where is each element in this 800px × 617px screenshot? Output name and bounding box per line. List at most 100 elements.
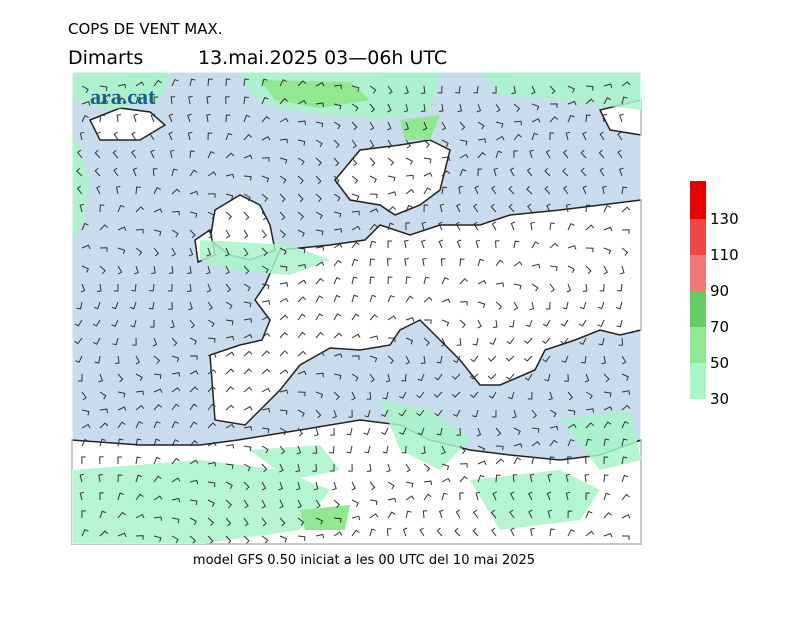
wind-barb — [455, 221, 461, 231]
wind-barb — [419, 527, 425, 537]
wind-barb — [567, 409, 576, 416]
wind-barb — [207, 171, 217, 177]
wind-barb — [153, 229, 162, 236]
wind-barb — [333, 121, 341, 130]
wind-barb — [405, 188, 415, 195]
wind-barb — [549, 242, 559, 249]
wind-barb — [297, 80, 307, 87]
wind-barb — [332, 409, 338, 419]
wind-barb — [153, 208, 163, 213]
legend-band — [690, 219, 706, 255]
wind-barb — [597, 319, 605, 328]
wind-barb — [168, 301, 173, 310]
wind-barb — [513, 457, 522, 465]
wind-barb — [416, 391, 425, 399]
wind-barb — [549, 85, 556, 95]
wind-barb — [506, 337, 515, 345]
wind-barb — [603, 532, 613, 538]
wind-barb — [167, 283, 173, 292]
wind-barb — [455, 85, 461, 94]
wind-barb — [243, 350, 253, 357]
legend-band — [690, 327, 706, 363]
wind-barb — [99, 456, 104, 465]
legend-tick-label: 70 — [710, 318, 729, 336]
wind-barb — [472, 509, 479, 519]
wind-barb — [279, 175, 287, 184]
wind-barb — [581, 355, 587, 364]
wind-barb — [564, 373, 569, 382]
wind-barb — [459, 463, 468, 468]
wind-barb — [387, 175, 396, 182]
wind-barb — [423, 204, 429, 213]
wind-barb — [152, 337, 158, 347]
wind-barb — [436, 527, 443, 537]
wind-barb — [243, 265, 250, 275]
wind-barb — [333, 517, 342, 523]
wind-barb — [76, 301, 83, 310]
wind-barb — [509, 491, 515, 501]
wind-barb — [278, 481, 284, 491]
wind-barb — [315, 229, 324, 236]
wind-barb — [603, 265, 608, 275]
wind-barb — [434, 409, 443, 417]
wind-barb — [81, 244, 91, 250]
wind-barb — [189, 479, 199, 485]
wind-barb — [513, 283, 522, 290]
wind-barb — [81, 438, 89, 447]
wind-barb — [279, 97, 288, 105]
wind-barb — [529, 473, 535, 483]
wind-barb — [351, 529, 360, 537]
wind-barb — [153, 420, 161, 429]
wind-barb — [315, 295, 324, 303]
wind-barb — [153, 475, 162, 483]
wind-barb — [621, 514, 631, 519]
wind-barb — [333, 259, 342, 267]
wind-barb — [225, 481, 233, 490]
wind-barb — [525, 319, 533, 328]
wind-barb — [315, 246, 325, 251]
wind-barb — [387, 511, 396, 519]
wind-barb — [153, 456, 161, 465]
wind-barb — [531, 283, 539, 292]
wind-barb — [279, 517, 286, 527]
wind-barb — [527, 391, 533, 400]
wind-barb — [135, 456, 142, 465]
wind-barb — [495, 427, 502, 437]
wind-barb — [135, 228, 144, 234]
wind-barb — [333, 228, 343, 233]
wind-barb — [243, 499, 249, 509]
wind-barb — [243, 133, 252, 141]
wind-barb — [621, 81, 631, 87]
wind-barb — [603, 205, 611, 213]
wind-barb — [578, 319, 587, 327]
wind-barb — [329, 445, 335, 454]
wind-barb — [297, 427, 303, 437]
wind-barb — [544, 373, 551, 382]
wind-barb — [225, 152, 235, 159]
wind-barb — [279, 409, 288, 415]
wind-barb — [279, 193, 286, 203]
wind-barb — [547, 473, 552, 483]
wind-barb — [423, 463, 431, 472]
wind-barb — [315, 277, 324, 285]
wind-barb — [189, 78, 196, 87]
wind-barb — [279, 117, 289, 123]
wind-barb — [279, 389, 289, 395]
wind-barb — [421, 221, 427, 231]
wind-barb — [243, 283, 251, 292]
wind-barb — [97, 283, 102, 292]
wind-barb — [456, 203, 461, 213]
legend-band — [690, 363, 706, 399]
wind-barb — [99, 114, 105, 123]
legend-tick-label: 30 — [710, 390, 729, 408]
wind-barb — [584, 373, 590, 383]
wind-barb — [94, 355, 101, 364]
wind-barb — [477, 168, 483, 177]
wind-barb — [315, 121, 324, 128]
wind-barb — [585, 510, 593, 519]
wind-barb — [351, 258, 359, 267]
wind-barb — [225, 211, 233, 220]
wind-barb — [369, 258, 375, 267]
wind-barb — [441, 463, 450, 471]
